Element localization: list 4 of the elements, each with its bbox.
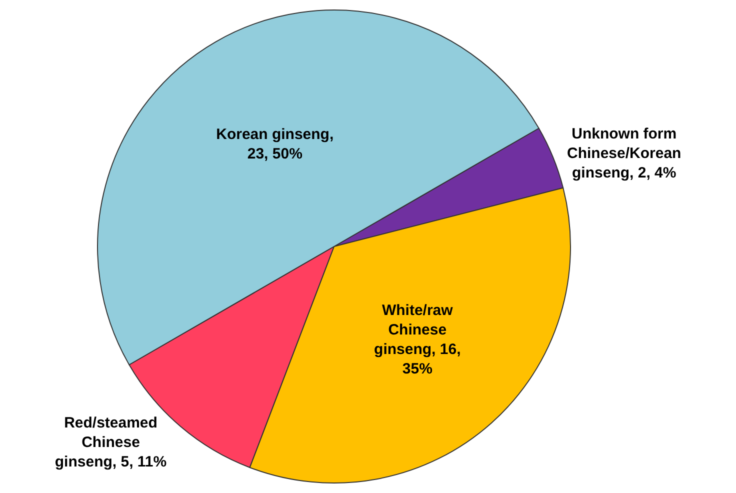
slice-label: Red/steamed Chinese ginseng, 5, 11% [54,414,167,471]
slice-label: Korean ginseng, 23, 50% [216,126,334,162]
slice-label: Unknown form Chinese/Korean ginseng, 2, 4% [567,125,682,182]
slice-label: White/raw Chinese ginseng, 16, 35% [374,302,461,378]
